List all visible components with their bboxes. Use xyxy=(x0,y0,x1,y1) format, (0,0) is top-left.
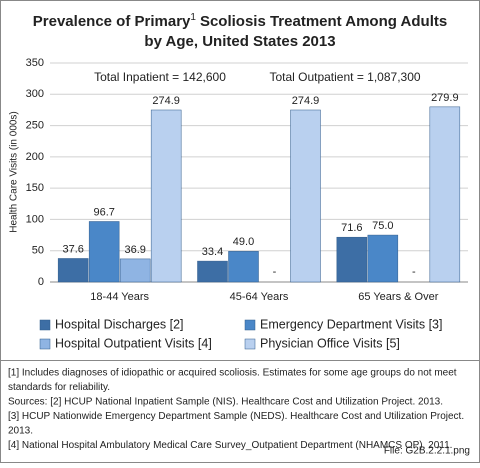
data-label: 33.4 xyxy=(202,246,223,258)
y-tick-label: 50 xyxy=(32,245,44,257)
legend-label: Hospital Discharges [2] xyxy=(55,317,184,331)
bar xyxy=(197,260,228,283)
footnote: 2013. xyxy=(8,426,33,437)
legend-label: Hospital Outpatient Visits [4] xyxy=(55,336,212,350)
title-part: Scoliosis Treatment Among Adults xyxy=(200,13,447,30)
y-tick-label: 250 xyxy=(26,119,44,131)
y-tick-label: 300 xyxy=(26,88,44,100)
legend-label: Physician Office Visits [5] xyxy=(260,336,400,350)
y-tick-label: 200 xyxy=(26,151,44,163)
legend-swatch xyxy=(244,338,256,350)
bar xyxy=(119,258,151,283)
annotation: Total Outpatient = 1,087,300 xyxy=(269,70,420,84)
data-label: 36.9 xyxy=(124,244,145,256)
data-label: 75.0 xyxy=(372,220,393,232)
legend-swatch xyxy=(39,338,51,350)
footnote: [1] Includes diagnoses of idiopathic or … xyxy=(8,368,457,379)
data-label: 49.0 xyxy=(233,236,254,248)
chart-title: Prevalence of Primary1 Scoliosis Treatmen… xyxy=(33,12,447,30)
y-tick-label: 350 xyxy=(26,57,44,69)
data-label: 71.6 xyxy=(341,222,362,234)
data-label: 96.7 xyxy=(93,206,114,218)
title-superscript: 1 xyxy=(190,12,196,23)
x-tick-label: 18-44 Years xyxy=(90,291,149,303)
legend-swatch xyxy=(39,319,51,331)
y-tick-label: 100 xyxy=(26,213,44,225)
chart-title: by Age, United States 2013 xyxy=(144,33,335,50)
bar xyxy=(150,109,182,283)
y-axis-label: Health Care Visits (in 000s) xyxy=(9,111,20,233)
data-label: 37.6 xyxy=(62,243,83,255)
bar xyxy=(336,236,368,283)
bar xyxy=(367,234,399,283)
file-name: File: G2B.2.2.1.png xyxy=(384,446,470,457)
title-part: Prevalence of Primary xyxy=(33,13,191,30)
data-label: 279.9 xyxy=(431,92,459,104)
data-label: - xyxy=(412,266,416,278)
footnote: standards for reliability. xyxy=(8,382,110,393)
data-label: 274.9 xyxy=(292,95,320,107)
data-label: - xyxy=(273,266,277,278)
x-tick-label: 45-64 Years xyxy=(230,291,289,303)
y-tick-label: 0 xyxy=(38,276,44,288)
bar xyxy=(88,221,120,283)
annotation: Total Inpatient = 142,600 xyxy=(94,70,226,84)
footnote: Sources: [2] HCUP National Inpatient Sam… xyxy=(8,397,443,408)
bar xyxy=(228,251,259,283)
legend-label: Emergency Department Visits [3] xyxy=(260,317,442,331)
legend-swatch xyxy=(244,319,256,331)
y-tick-label: 150 xyxy=(26,182,44,194)
bar xyxy=(429,106,461,283)
bar xyxy=(57,258,89,283)
footnote: [4] National Hospital Ambulatory Medical… xyxy=(8,440,452,451)
data-label: 274.9 xyxy=(152,95,180,107)
bar xyxy=(290,109,321,283)
x-tick-label: 65 Years & Over xyxy=(358,291,438,303)
footnote: [3] HCUP Nationwide Emergency Department… xyxy=(8,411,464,422)
